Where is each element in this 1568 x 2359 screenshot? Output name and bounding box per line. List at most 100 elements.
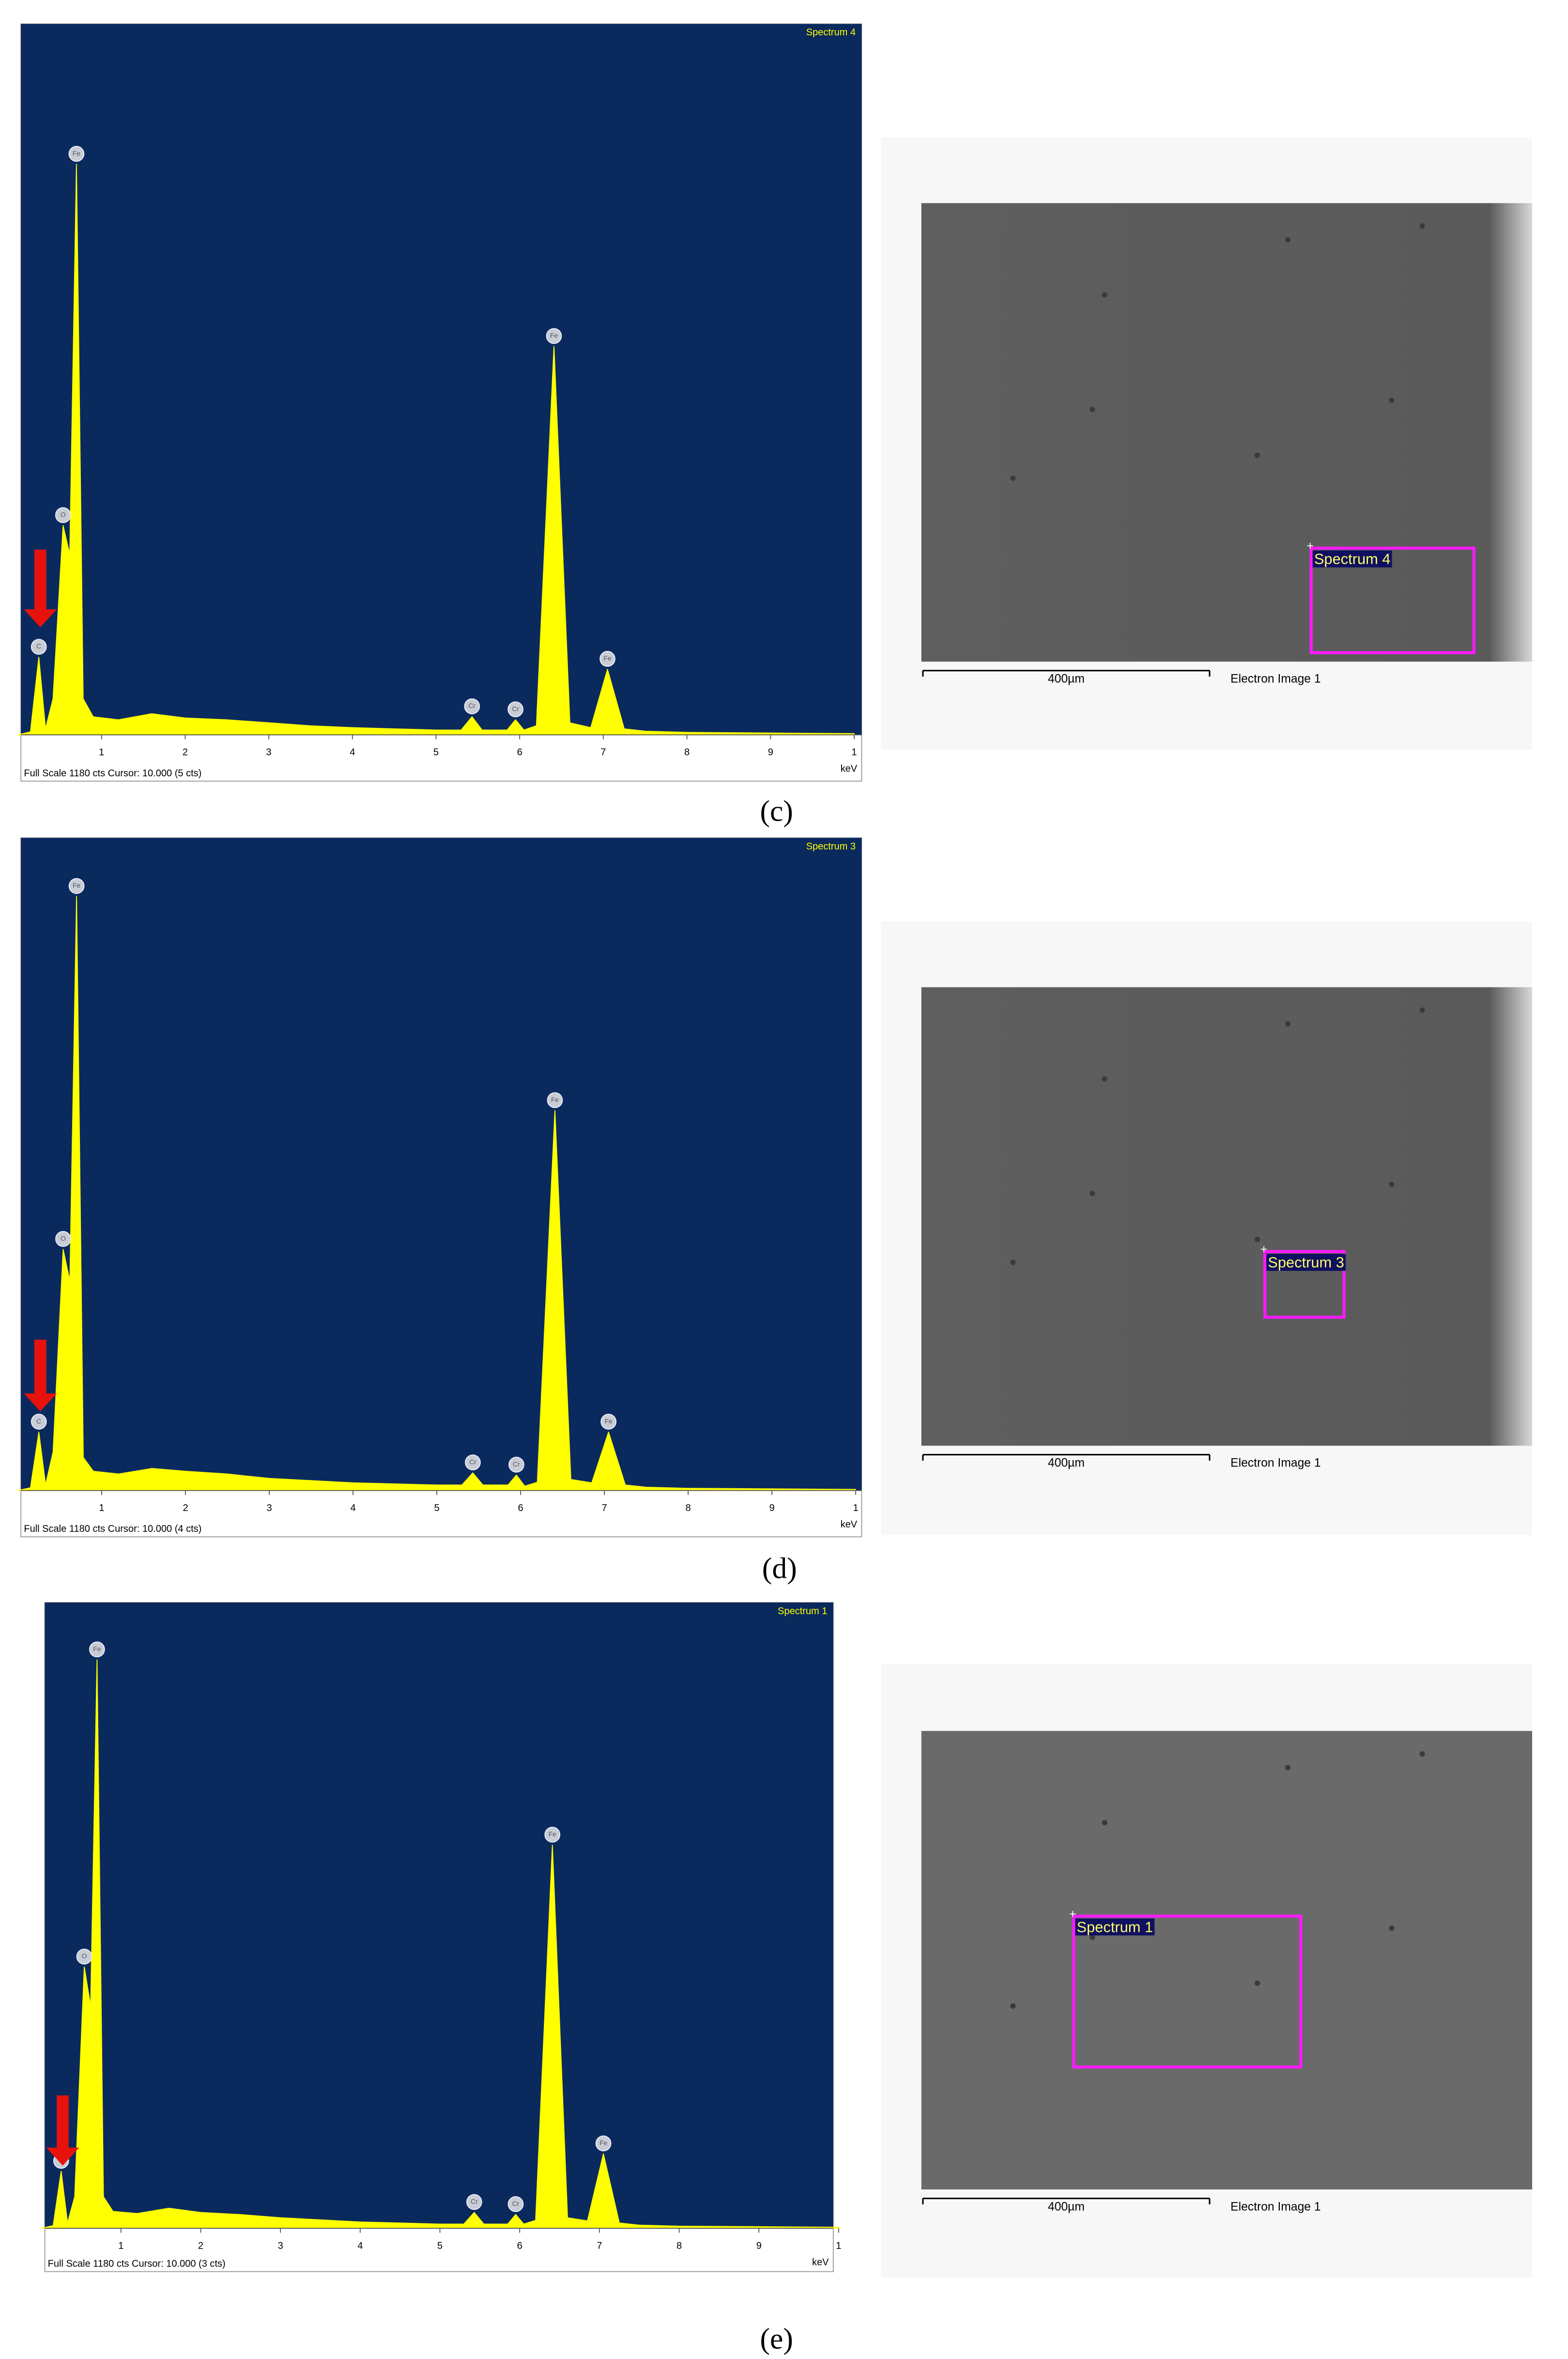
x-tick-label: 7: [600, 747, 606, 758]
region-cursor: +: [1261, 1243, 1267, 1256]
x-tick-label: 4: [350, 747, 355, 758]
image-speck: [1102, 1076, 1107, 1082]
region-label: Spectrum 4: [1314, 551, 1391, 568]
region-label-background: [1312, 550, 1392, 568]
peak-label: Fe: [551, 1095, 559, 1103]
panel-label: (d): [762, 1552, 797, 1585]
peak-label: O: [61, 1234, 66, 1242]
x-tick-label: 6: [518, 1503, 523, 1513]
peak-marker: [508, 1456, 524, 1473]
image-speck: [1102, 292, 1107, 298]
image-speck: [1389, 1182, 1395, 1187]
peak-marker: [31, 639, 47, 655]
panel-label: (e): [760, 2323, 793, 2356]
peak-marker: [600, 1414, 617, 1430]
x-tick-label: 7: [601, 1503, 607, 1513]
sem-image: [921, 987, 1532, 1446]
image-speck: [1090, 1934, 1095, 1940]
peak-label: Fe: [73, 149, 80, 157]
x-tick-label: 3: [266, 747, 272, 758]
sem-image: [921, 203, 1532, 662]
region-label-background: [1266, 1254, 1346, 1271]
image-caption: Electron Image 1: [1230, 673, 1321, 686]
peak-marker: [547, 1092, 563, 1109]
peak-marker: [68, 146, 85, 162]
footer: Full Scale 1180 cts Cursor: 10.000 (3 ct…: [48, 2258, 226, 2269]
scale-bar-label: 400µm: [1048, 2200, 1085, 2213]
spectrum-area: [17, 896, 856, 1491]
peak-marker: [55, 1231, 71, 1247]
peak-marker: [595, 2135, 612, 2152]
region-label: Spectrum 1: [1076, 1918, 1153, 1935]
x-tick-label: 9: [768, 747, 773, 758]
peak-marker: [55, 507, 71, 524]
region-label-background: [1075, 1918, 1155, 1936]
plot-background: [21, 24, 862, 735]
peak-label: Fe: [73, 881, 80, 889]
image-caption: Electron Image 1: [1230, 2200, 1321, 2213]
scale-bar-label: 400µm: [1048, 673, 1085, 686]
peak-label: Cr: [469, 1458, 477, 1465]
peak-marker: [546, 328, 562, 344]
region-cursor: +: [1069, 1908, 1076, 1921]
image-speck: [1102, 1819, 1107, 1826]
image-speck: [1389, 398, 1395, 403]
image-speck: [1419, 1007, 1425, 1013]
red-arrow: [24, 549, 57, 628]
image-speck: [1254, 452, 1260, 458]
peak-label: C: [36, 1417, 41, 1425]
region-cursor: +: [1307, 540, 1313, 553]
x-tick-label: 7: [597, 2240, 602, 2251]
x-axis-label: keV: [812, 2257, 829, 2267]
spectrum-area: [17, 164, 855, 736]
sem-image: [921, 1731, 1532, 2189]
x-tick-label: 4: [357, 2240, 363, 2251]
x-tick-label: 8: [676, 2240, 682, 2251]
x-tick-label: 8: [685, 1503, 691, 1513]
x-axis-label: keV: [841, 764, 858, 774]
x-tick-label: 5: [433, 747, 439, 758]
peak-label: Fe: [605, 1417, 613, 1425]
x-tick-label: 6: [517, 2240, 523, 2251]
peak-label: Fe: [550, 331, 558, 339]
x-tick-label: 4: [350, 1503, 355, 1513]
x-tick-label: 1: [851, 747, 857, 758]
image-speck: [1090, 406, 1095, 413]
image-caption: Electron Image 1: [1230, 1457, 1321, 1470]
spectrum-region: [1309, 546, 1476, 654]
scale-bar-label: 400µm: [1048, 1457, 1085, 1470]
x-tick-label: 9: [769, 1503, 774, 1513]
red-arrow: [24, 1340, 57, 1412]
peak-label: O: [61, 510, 66, 518]
plot-background: [45, 1602, 833, 2229]
x-tick-label: 6: [517, 747, 523, 758]
peak-marker: [507, 701, 523, 718]
image-speck: [1254, 1980, 1260, 1986]
peak-marker: [31, 1414, 47, 1430]
peak-label: Fe: [549, 1830, 556, 1838]
footer: Full Scale 1180 cts Cursor: 10.000 (5 ct…: [24, 768, 201, 779]
peak-label: Cr: [468, 702, 476, 709]
x-tick-label: 1: [118, 2240, 123, 2251]
peak-marker: [466, 2194, 482, 2210]
peak-label: Fe: [600, 2139, 607, 2147]
red-arrow: [46, 2095, 79, 2166]
image-speck: [1285, 237, 1291, 243]
peak-marker: [76, 1948, 92, 1965]
peak-label: Cr: [512, 2200, 520, 2207]
peak-label: O: [82, 1952, 87, 1960]
x-tick-label: 1: [99, 747, 104, 758]
peak-marker: [464, 698, 480, 714]
peak-label: Cr: [471, 2197, 478, 2205]
image-speck: [1419, 223, 1425, 229]
peak-label: C: [36, 642, 41, 650]
x-tick-label: 1: [853, 1503, 858, 1513]
peak-marker: [68, 878, 85, 894]
spectrum-region: [1263, 1250, 1346, 1319]
image-speck: [1285, 1021, 1291, 1027]
x-tick-label: 1: [99, 1503, 104, 1513]
region-label: Spectrum 3: [1268, 1254, 1344, 1271]
peak-marker: [465, 1454, 481, 1471]
